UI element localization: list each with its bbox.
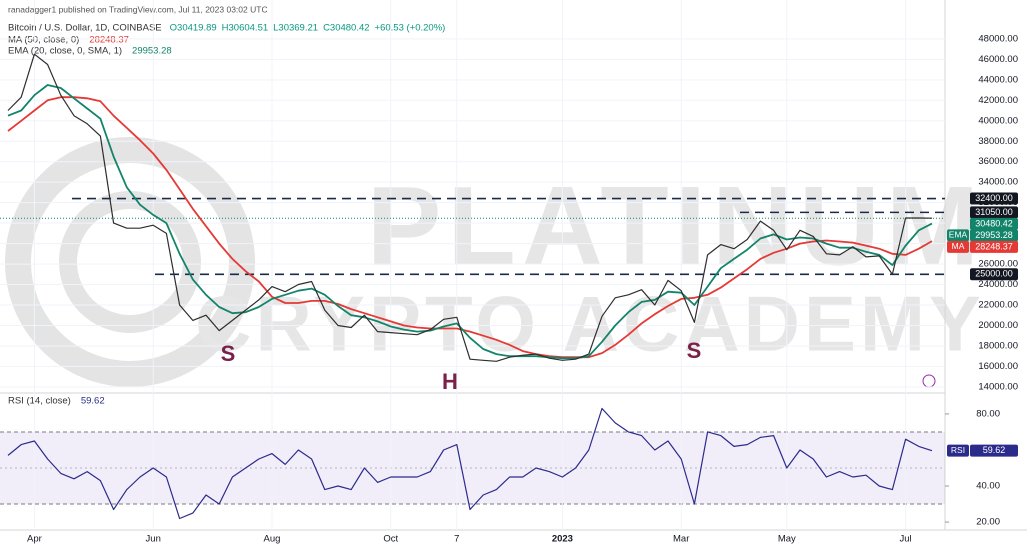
price-badge — [970, 192, 1018, 205]
price-badge-label: 32400.00 — [975, 193, 1013, 203]
price-line — [7, 53, 933, 362]
pattern-label: S — [687, 338, 702, 363]
legend-value: 59.62 — [81, 396, 105, 407]
y-tick-label: 40.00 — [976, 481, 1000, 492]
y-tick-label: 48000.00 — [978, 33, 1018, 44]
price-badge-tag — [947, 229, 969, 242]
y-tick-label: 22000.00 — [978, 300, 1018, 311]
legend-label: MA (50, close, 0) — [8, 35, 79, 46]
price-badge-tag — [947, 240, 969, 253]
price-badge — [970, 268, 1018, 281]
symbol-title: Bitcoin / U.S. Dollar, 1D, COINBASE — [8, 23, 162, 34]
x-tick-label: Jul — [900, 534, 912, 545]
price-badge — [970, 206, 1018, 219]
x-tick-label: Jun — [146, 534, 161, 545]
ohlc-value: C30480.42 — [323, 23, 369, 34]
price-badge-label: 28248.37 — [975, 241, 1013, 251]
x-tick-label: Apr — [27, 534, 42, 545]
x-tick-label: Aug — [264, 534, 281, 545]
price-badge-tag-label: RSI — [951, 445, 965, 455]
price-badge-label: 30480.42 — [975, 218, 1013, 228]
y-tick-label: 40000.00 — [978, 115, 1018, 126]
watermark-logo — [5, 137, 255, 387]
rsi-title: RSI (14, close) — [8, 396, 71, 407]
x-tick-label: Mar — [673, 534, 689, 545]
price-badge-tag-label: MA — [952, 241, 965, 251]
y-tick-label: 26000.00 — [978, 259, 1018, 270]
y-tick-label: 16000.00 — [978, 361, 1018, 372]
watermark-logo — [59, 191, 201, 333]
y-tick-label: 18000.00 — [978, 340, 1018, 351]
indicator-line — [7, 96, 933, 359]
y-tick-label: 42000.00 — [978, 95, 1018, 106]
price-badge-label: 59.62 — [983, 445, 1006, 455]
y-tick-label: 44000.00 — [978, 74, 1018, 85]
x-tick-label: May — [778, 534, 796, 545]
y-tick-label: 24000.00 — [978, 279, 1018, 290]
y-tick-label: 36000.00 — [978, 156, 1018, 167]
legend-value: 29953.28 — [132, 46, 172, 57]
price-badge-label: 25000.00 — [975, 269, 1013, 279]
y-tick-label: 38000.00 — [978, 136, 1018, 147]
price-badge — [970, 444, 1018, 457]
x-tick-label: 7 — [454, 534, 459, 545]
price-badge-label: 29953.28 — [975, 230, 1013, 240]
watermark-text: PLATINUM — [367, 164, 985, 289]
ohlc-value: L30369.21 — [273, 23, 318, 34]
y-tick-label: 80.00 — [976, 408, 1000, 419]
price-badge — [970, 229, 1018, 242]
watermark-text: CRYPTO ACADEMY — [195, 280, 985, 368]
price-badge-label: 31050.00 — [975, 207, 1013, 217]
legend-label: EMA (20, close, 0, SMA, 1) — [8, 46, 122, 57]
y-tick-label: 34000.00 — [978, 177, 1018, 188]
ohlc-value: O30419.89 — [170, 23, 217, 34]
price-line — [7, 407, 933, 520]
price-badge-tag — [947, 444, 969, 457]
y-tick-label: 46000.00 — [978, 54, 1018, 65]
alert-icon[interactable] — [922, 374, 936, 388]
legend-value: 28248.37 — [89, 35, 129, 46]
price-badge — [970, 240, 1018, 253]
publisher: ranadagger1 published on TradingView.com… — [8, 4, 268, 14]
x-tick-label: 2023 — [552, 534, 573, 545]
x-tick-label: Oct — [383, 534, 398, 545]
ohlc-value: +60.53 (+0.20%) — [375, 23, 446, 34]
pattern-label: H — [442, 369, 458, 394]
y-tick-label: 20.00 — [976, 517, 1000, 528]
ohlc-value: H30604.51 — [222, 23, 268, 34]
price-badge-tag-label: EMA — [949, 230, 968, 240]
pattern-label: S — [221, 341, 236, 366]
y-tick-label: 14000.00 — [978, 381, 1018, 392]
price-badge — [970, 217, 1018, 230]
y-tick-label: 20000.00 — [978, 320, 1018, 331]
